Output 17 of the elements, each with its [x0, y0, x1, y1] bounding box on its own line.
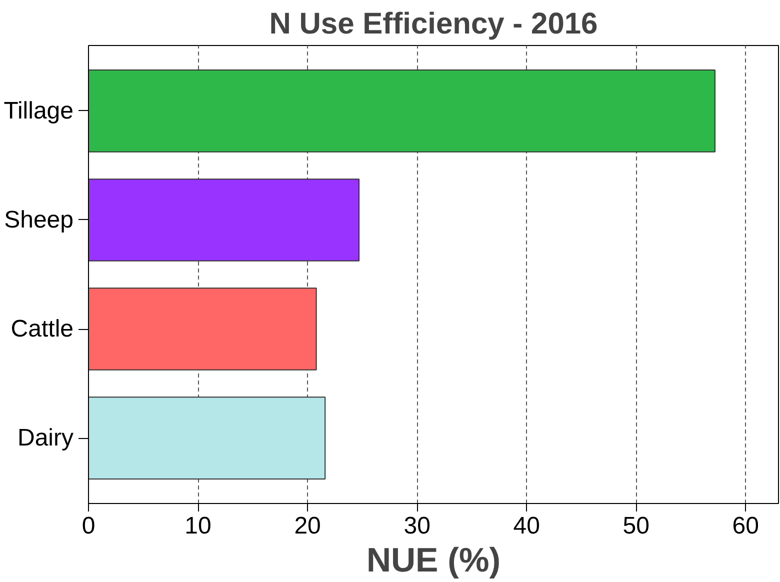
- y-tick-label: Sheep: [4, 206, 74, 234]
- bar: [88, 288, 317, 370]
- x-tick-label: 20: [294, 512, 321, 540]
- x-tick-label: 60: [732, 512, 759, 540]
- x-axis-title: NUE (%): [366, 542, 501, 580]
- bar: [88, 178, 360, 262]
- y-tick-label: Cattle: [10, 316, 74, 343]
- chart-title: N Use Efficiency - 2016: [269, 8, 598, 40]
- x-tick-label: 0: [82, 512, 96, 540]
- x-tick-label: 10: [184, 512, 212, 540]
- y-tick-label: Tillage: [4, 97, 74, 124]
- x-tick-label: 50: [622, 512, 650, 540]
- bar: [88, 396, 326, 480]
- x-tick-label: 30: [404, 512, 430, 540]
- bar: [88, 70, 716, 152]
- x-tick-label: 40: [513, 512, 540, 540]
- y-tick-label: Dairy: [17, 424, 74, 452]
